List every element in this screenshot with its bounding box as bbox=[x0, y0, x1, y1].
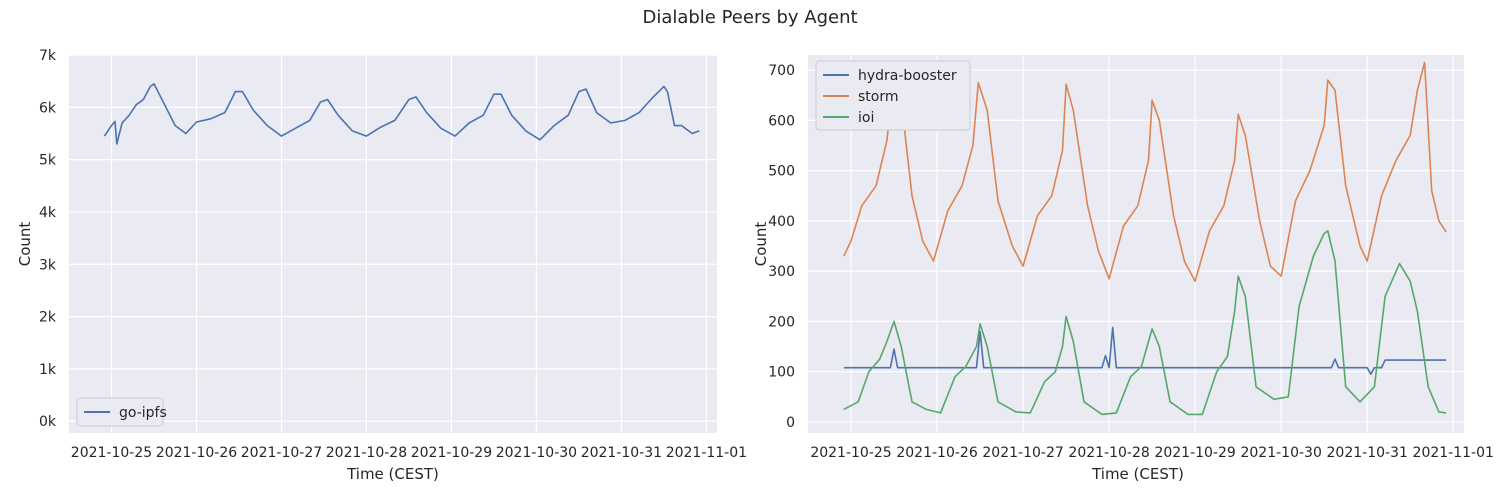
legend: go-ipfs bbox=[76, 397, 167, 427]
x-tick-label: 2021-11-01 bbox=[1413, 445, 1494, 461]
x-tick-label: 2021-10-29 bbox=[411, 445, 492, 461]
x-tick-label: 2021-10-27 bbox=[241, 445, 322, 461]
x-tick-label: 2021-10-28 bbox=[1068, 445, 1149, 461]
y-tick-label: 300 bbox=[768, 264, 795, 280]
y-grid bbox=[69, 54, 717, 422]
x-tick-label: 2021-11-01 bbox=[666, 445, 747, 461]
y-tick-label: 2k bbox=[39, 310, 57, 326]
series-line-hydra-booster bbox=[843, 326, 1447, 376]
y-tick-labels: 0 100 200 300 400 500 600 700 bbox=[768, 63, 795, 431]
x-tick-label: 2021-10-31 bbox=[581, 445, 662, 461]
y-tick-label: 700 bbox=[768, 63, 795, 79]
x-tick-label: 2021-10-29 bbox=[1154, 445, 1235, 461]
x-axis-label: Time (CEST) bbox=[1091, 465, 1184, 483]
y-tick-labels: 0k 1k 2k 3k 4k 5k 6k 7k bbox=[39, 48, 57, 430]
y-tick-label: 7k bbox=[39, 48, 57, 64]
y-tick-label: 200 bbox=[768, 314, 795, 330]
x-tick-label: 2021-10-26 bbox=[156, 445, 237, 461]
y-tick-label: 500 bbox=[768, 164, 795, 180]
legend-box bbox=[815, 60, 971, 131]
legend-label-go-ipfs: go-ipfs bbox=[119, 405, 167, 421]
series-line-storm bbox=[843, 61, 1447, 283]
x-tick-label: 2021-10-25 bbox=[71, 445, 152, 461]
y-tick-label: 600 bbox=[768, 113, 795, 129]
y-tick-label: 0k bbox=[39, 414, 57, 430]
x-tick-labels: 2021-10-25 2021-10-26 2021-10-27 2021-10-28… bbox=[810, 445, 1494, 461]
x-tick-label: 2021-10-25 bbox=[810, 445, 891, 461]
series-line-ioi bbox=[843, 230, 1447, 416]
series-layer bbox=[103, 83, 700, 145]
series-line-go-ipfs bbox=[103, 83, 700, 145]
y-tick-label: 100 bbox=[768, 365, 795, 381]
legend-box bbox=[76, 397, 164, 427]
y-tick-label: 3k bbox=[39, 257, 57, 273]
x-tick-label: 2021-10-30 bbox=[1240, 445, 1321, 461]
y-tick-label: 6k bbox=[39, 100, 57, 116]
x-tick-label: 2021-10-31 bbox=[1327, 445, 1408, 461]
legend-label-ioi: ioi bbox=[858, 110, 874, 126]
x-tick-label: 2021-10-28 bbox=[326, 445, 407, 461]
x-tick-label: 2021-10-30 bbox=[496, 445, 577, 461]
y-axis-label: Count bbox=[16, 222, 34, 267]
figure-title: Dialable Peers by Agent bbox=[642, 7, 858, 28]
legend-label-storm: storm bbox=[858, 89, 899, 105]
series-layer bbox=[843, 61, 1447, 416]
x-axis-label: Time (CEST) bbox=[346, 465, 439, 483]
y-tick-label: 400 bbox=[768, 214, 795, 230]
y-tick-label: 1k bbox=[39, 362, 57, 378]
legend-label-hydra-booster: hydra-booster bbox=[858, 68, 957, 84]
y-tick-label: 0 bbox=[786, 415, 795, 431]
x-tick-label: 2021-10-27 bbox=[982, 445, 1063, 461]
legend: hydra-booster storm ioi bbox=[815, 60, 971, 131]
x-tick-labels: 2021-10-25 2021-10-26 2021-10-27 2021-10-28… bbox=[71, 445, 747, 461]
y-axis-label: Count bbox=[752, 222, 770, 267]
x-tick-label: 2021-10-26 bbox=[896, 445, 977, 461]
y-tick-label: 5k bbox=[39, 153, 57, 169]
y-tick-label: 4k bbox=[39, 205, 57, 221]
x-grid bbox=[110, 55, 707, 433]
plot-area bbox=[69, 55, 717, 433]
